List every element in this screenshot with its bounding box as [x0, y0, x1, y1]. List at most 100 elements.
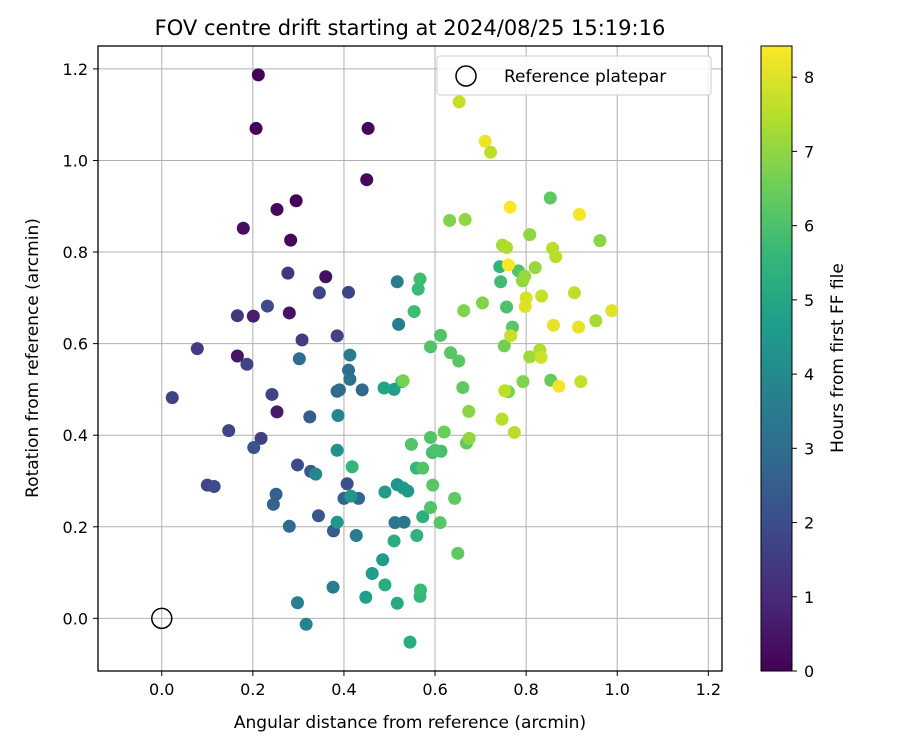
x-tick-label: 0.4 — [331, 680, 356, 699]
data-point — [497, 339, 511, 353]
data-point — [494, 275, 508, 289]
data-point — [478, 134, 492, 148]
data-point — [349, 528, 363, 542]
data-point — [572, 207, 586, 221]
plot-frame — [97, 45, 723, 672]
data-point — [343, 372, 357, 386]
data-point — [312, 286, 326, 300]
data-point — [452, 354, 466, 368]
data-point — [500, 300, 514, 314]
data-point — [552, 379, 566, 393]
data-point — [330, 329, 344, 343]
data-point — [589, 314, 603, 328]
y-tick-label: 0.6 — [63, 335, 88, 354]
x-tick-label: 1.0 — [605, 680, 630, 699]
data-point — [451, 546, 465, 560]
data-point — [165, 391, 179, 405]
data-point — [403, 635, 417, 649]
data-point — [266, 497, 280, 511]
data-point — [401, 484, 415, 498]
data-point — [535, 289, 549, 303]
data-point — [456, 381, 470, 395]
colorbar-tick-label: 2 — [804, 514, 814, 533]
colorbar-tick-label: 7 — [804, 142, 814, 161]
data-point — [377, 381, 391, 395]
data-point — [501, 258, 515, 272]
data-point — [475, 296, 489, 310]
x-tick-label: 0.6 — [422, 680, 447, 699]
data-point — [260, 299, 274, 313]
data-point — [299, 617, 313, 631]
data-point — [342, 285, 356, 299]
data-point — [345, 460, 359, 474]
data-point — [249, 121, 263, 135]
x-tick-label: 0.8 — [513, 680, 538, 699]
colorbar-tick-label: 3 — [804, 439, 814, 458]
data-point — [281, 266, 295, 280]
data-point — [434, 328, 448, 342]
data-point — [378, 578, 392, 592]
data-point — [332, 383, 346, 397]
y-tick-label: 0.2 — [63, 518, 88, 537]
data-point — [331, 409, 345, 423]
data-point — [462, 431, 476, 445]
data-point — [378, 485, 392, 499]
data-point — [416, 461, 430, 475]
colorbar-tick-label: 5 — [804, 291, 814, 310]
data-point — [303, 410, 317, 424]
data-point — [230, 309, 244, 323]
data-point — [330, 443, 344, 457]
data-point — [411, 282, 425, 296]
data-point — [343, 348, 357, 362]
data-point — [290, 458, 304, 472]
data-point — [240, 357, 254, 371]
data-point — [365, 566, 379, 580]
data-point — [359, 590, 373, 604]
data-point — [428, 443, 442, 457]
y-tick-label: 0.8 — [63, 243, 88, 262]
data-point — [448, 491, 462, 505]
colorbar-tick-label: 4 — [804, 365, 814, 384]
y-tick-label: 0.0 — [63, 609, 88, 628]
data-point — [390, 596, 404, 610]
data-point — [295, 333, 309, 347]
data-point — [292, 352, 306, 366]
data-point — [282, 519, 296, 533]
data-point — [222, 424, 236, 438]
data-point — [360, 173, 374, 187]
data-point — [495, 412, 509, 426]
data-point — [605, 304, 619, 318]
x-axis: 0.0 0.2 0.4 0.6 0.8 1.0 1.2 — [149, 671, 721, 699]
data-point — [518, 300, 532, 314]
legend-open-circle-marker — [455, 65, 477, 87]
data-point — [498, 384, 512, 398]
data-point — [567, 286, 581, 300]
data-point — [443, 213, 457, 227]
data-point — [396, 374, 410, 388]
colorbar-tick-label: 0 — [804, 662, 814, 681]
data-point — [416, 510, 430, 524]
y-tick-label: 1.2 — [63, 60, 88, 79]
data-point — [444, 346, 458, 360]
colorbar-gradient — [760, 45, 793, 672]
y-tick-label: 0.4 — [63, 426, 88, 445]
data-point — [546, 318, 560, 332]
data-point — [426, 478, 440, 492]
data-point — [516, 375, 530, 389]
legend-entry-label: Reference platepar — [504, 67, 666, 87]
y-tick-label: 1.0 — [63, 151, 88, 170]
grid — [98, 46, 722, 671]
data-point — [269, 487, 283, 501]
data-point — [270, 202, 284, 216]
data-point — [543, 191, 557, 205]
data-point — [254, 431, 268, 445]
data-point — [433, 516, 447, 530]
data-point — [326, 580, 340, 594]
data-point — [413, 272, 427, 286]
data-point — [282, 306, 296, 320]
data-point — [458, 213, 472, 227]
data-point — [423, 430, 437, 444]
data-point — [452, 95, 466, 109]
y-axis-label: Rotation from reference (arcmin) — [23, 218, 43, 498]
colorbar-tick-label: 6 — [804, 217, 814, 236]
